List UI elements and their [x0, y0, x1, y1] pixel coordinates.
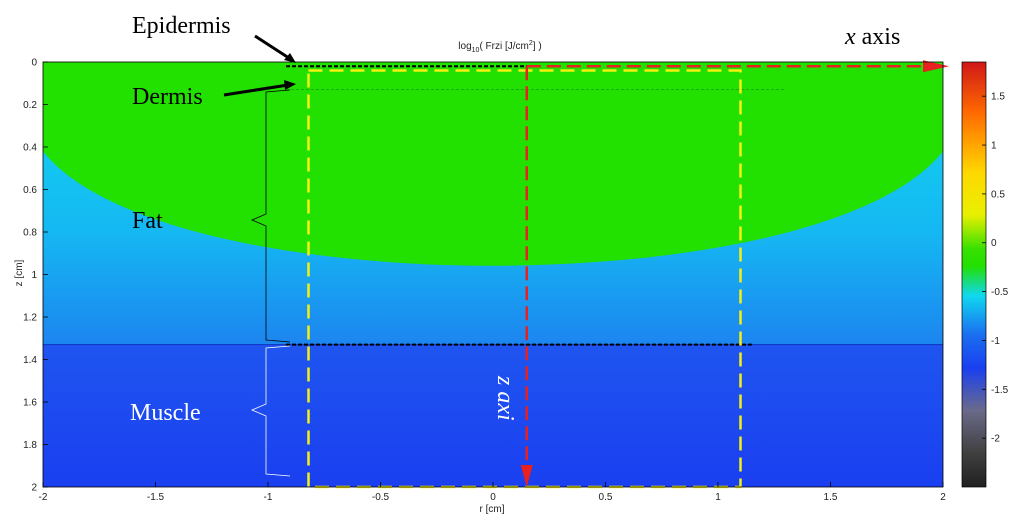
epidermis-pointer	[254, 34, 293, 62]
y-tick-label: 0.8	[23, 228, 37, 239]
y-axis-ticks: 0 0.2 0.4 0.6 0.8 1 1.2 1.4 1.6 1.8 2	[23, 58, 48, 494]
heatmap-plot	[42, 60, 949, 489]
colorbar-tick-label: 1	[991, 141, 997, 152]
x-tick-label: 1.5	[824, 492, 838, 503]
y-tick-label: 0	[31, 58, 37, 69]
y-tick-label: 1.6	[23, 398, 37, 409]
y-tick-label: 1	[31, 270, 37, 281]
colorbar-gradient	[961, 61, 987, 488]
annotation-dermis: Dermis	[132, 84, 203, 110]
colorbar-tick-label: -1	[991, 336, 1000, 347]
annotation-fat: Fat	[132, 208, 163, 234]
x-tick-label: 1	[715, 492, 721, 503]
dermis-pointer-head	[284, 80, 296, 90]
x-tick-label: 2	[940, 492, 946, 503]
colorbar: 1.5 1 0.5 0 -0.5 -1 -1.5 -2	[961, 61, 1009, 488]
x-tick-label: 0.5	[599, 492, 613, 503]
y-tick-label: 0.4	[23, 143, 37, 154]
annotation-z-axis: z axi	[492, 375, 518, 421]
y-axis-label: z [cm]	[14, 259, 25, 286]
dermis-pointer	[223, 83, 289, 97]
colorbar-ticks: 1.5 1 0.5 0 -0.5 -1 -1.5 -2	[982, 92, 1009, 445]
z-axis-arrowhead	[520, 465, 533, 487]
x-axis-arrowhead	[923, 60, 949, 73]
muscle-region	[43, 344, 943, 487]
colorbar-tick-label: 1.5	[991, 92, 1005, 103]
annotation-x-axis: x axis	[844, 24, 900, 50]
annotation-muscle: Muscle	[130, 400, 201, 426]
colorbar-tick-label: -0.5	[991, 287, 1009, 298]
annotation-epidermis: Epidermis	[132, 13, 231, 39]
x-tick-label: -0.5	[372, 492, 390, 503]
epidermis-pointer-head	[284, 53, 296, 63]
x-tick-label: 0	[490, 492, 496, 503]
x-tick-label: -2	[39, 492, 48, 503]
yellow-dashed-box	[307, 69, 742, 489]
fat-bracket	[250, 89, 291, 343]
x-tick-label: -1	[264, 492, 273, 503]
colorbar-tick-label: 0	[991, 238, 997, 249]
y-tick-label: 0.2	[23, 100, 37, 111]
colorbar-tick-label: -2	[991, 434, 1000, 445]
y-tick-label: 2	[31, 483, 37, 494]
x-axis-ticks: -2 -1.5 -1 -0.5 0 0.5 1 1.5 2	[39, 482, 946, 503]
colorbar-tick-label: -1.5	[991, 385, 1009, 396]
x-tick-label: -1.5	[147, 492, 165, 503]
y-tick-label: 1.4	[23, 355, 37, 366]
colorbar-tick-label: 0.5	[991, 189, 1005, 200]
chart-title: log10( Frzi [J/cm2] )	[458, 40, 541, 54]
y-tick-label: 1.8	[23, 440, 37, 451]
x-axis-label: r [cm]	[480, 504, 505, 515]
high-fluence-region	[43, 62, 943, 266]
y-tick-label: 0.6	[23, 185, 37, 196]
muscle-bracket	[250, 345, 291, 477]
y-tick-label: 1.2	[23, 313, 37, 324]
